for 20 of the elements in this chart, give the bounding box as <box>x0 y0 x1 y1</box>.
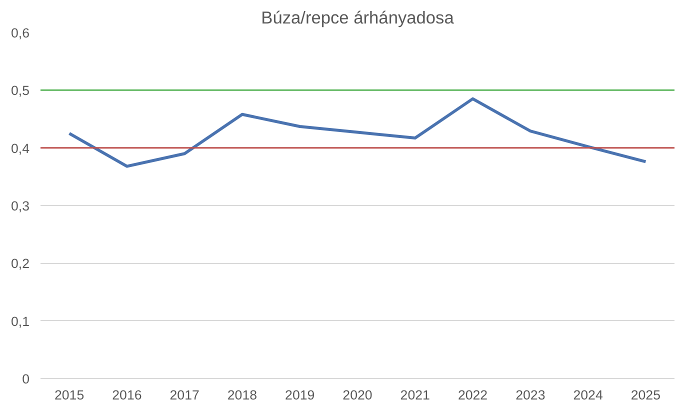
x-tick-label: 2022 <box>458 388 488 402</box>
chart-title: Búza/repce árhányadosa <box>261 8 454 28</box>
x-tick-label: 2016 <box>112 388 142 402</box>
x-tick-label: 2025 <box>630 388 661 402</box>
x-tick-label: 2023 <box>516 388 546 402</box>
x-tick-label: 2018 <box>227 388 258 402</box>
y-tick-label: 0,2 <box>10 256 30 272</box>
line-series <box>68 97 648 168</box>
y-tick-label: 0,6 <box>10 26 30 40</box>
x-tick-label: 2019 <box>285 388 315 402</box>
x-tick-label: 2024 <box>573 388 604 402</box>
x-tick-label: 2017 <box>170 388 200 402</box>
x-tick-label: 2021 <box>400 388 430 402</box>
x-tick-label: 2020 <box>342 388 372 402</box>
x-tick-label: 2015 <box>54 388 84 402</box>
y-tick-label: 0,5 <box>10 83 30 98</box>
y-tick-label: 0,4 <box>10 140 30 156</box>
y-tick-label: 0,1 <box>10 314 30 329</box>
y-tick-label: 0,3 <box>10 198 30 214</box>
y-tick-label: 0 <box>22 372 30 386</box>
